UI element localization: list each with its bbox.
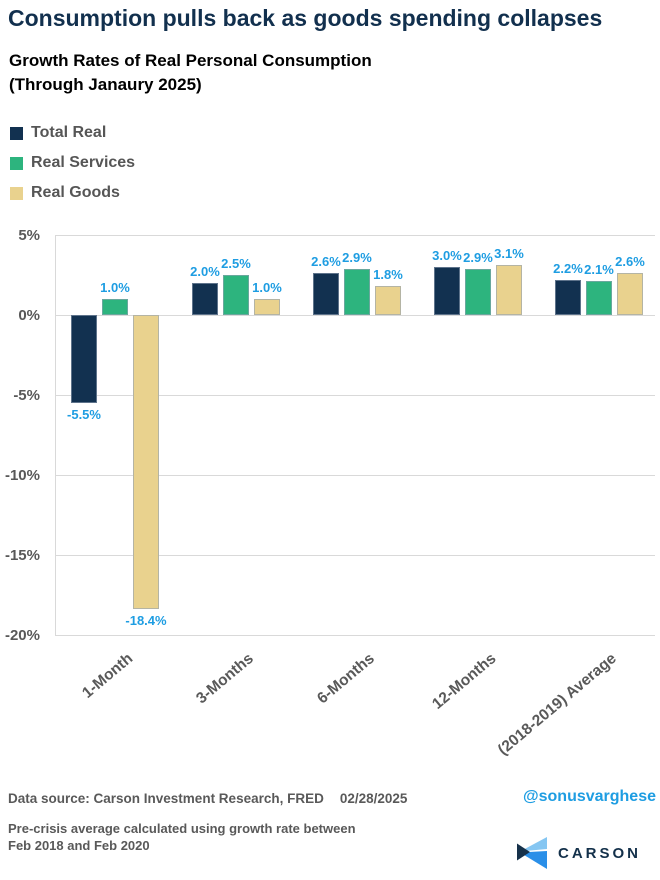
bar-total-real bbox=[555, 279, 581, 315]
bar-value-label: 2.2% bbox=[553, 260, 583, 276]
bar-real-goods bbox=[133, 315, 159, 610]
y-tick-label: -20% bbox=[4, 627, 40, 644]
bar-real-goods bbox=[375, 286, 401, 315]
bar-real-services bbox=[102, 299, 128, 315]
bar-value-label: 2.5% bbox=[221, 256, 251, 271]
carson-logo-icon bbox=[517, 837, 547, 869]
y-tick-label: -15% bbox=[4, 547, 40, 564]
bar-value-label: 2.0% bbox=[190, 264, 220, 279]
bar-total-real bbox=[313, 273, 339, 315]
x-axis-label: 1-Month bbox=[78, 650, 136, 702]
gridline bbox=[55, 555, 655, 556]
bar-value-label: 2.9% bbox=[463, 249, 493, 265]
bar-value-label: 1.8% bbox=[373, 267, 403, 283]
bar-value-label: 1.0% bbox=[100, 280, 130, 295]
gridline bbox=[55, 235, 655, 236]
y-tick-label: -5% bbox=[13, 387, 40, 404]
x-axis-label: 3-Months bbox=[193, 650, 257, 708]
bar-value-label: -5.5% bbox=[67, 407, 101, 422]
chart-title: Consumption pulls back as goods spending… bbox=[8, 5, 603, 31]
footnote-line-2: Feb 2018 and Feb 2020 bbox=[8, 838, 150, 853]
gridline bbox=[55, 395, 655, 396]
bar-value-label: 2.1% bbox=[584, 262, 614, 278]
legend-swatch-real-services bbox=[10, 156, 23, 170]
subtitle-line-2: (Through Janaury 2025) bbox=[9, 75, 202, 94]
bar-value-label: 2.9% bbox=[342, 249, 372, 265]
bar-total-real bbox=[71, 315, 97, 403]
bar-real-services bbox=[465, 268, 491, 315]
data-source-text: Data source: Carson Investment Research,… bbox=[8, 791, 324, 806]
gridline bbox=[55, 635, 655, 636]
y-axis-line bbox=[55, 235, 56, 635]
bar-real-goods bbox=[254, 299, 280, 315]
gridline bbox=[55, 315, 655, 316]
bar-value-label: 1.0% bbox=[252, 280, 282, 295]
legend-label-real-services: Real Services bbox=[31, 154, 136, 171]
x-axis-label: 12-Months bbox=[428, 650, 499, 713]
legend-swatch-real-goods bbox=[10, 186, 23, 200]
data-source-line: Data source: Carson Investment Research,… bbox=[8, 791, 407, 806]
footnote: Pre-crisis average calculated using grow… bbox=[8, 820, 356, 854]
y-tick-label: -10% bbox=[4, 467, 40, 484]
x-axis-label: (2018-2019) Average bbox=[495, 650, 620, 759]
y-tick-label: 0% bbox=[18, 307, 40, 324]
data-source-date: 02/28/2025 bbox=[339, 791, 408, 806]
legend-item-real-services: Real Services bbox=[10, 148, 135, 178]
bar-value-label: 3.1% bbox=[494, 246, 524, 262]
legend-item-total-real: Total Real bbox=[10, 118, 135, 148]
chart-subtitle: Growth Rates of Real Personal Consumptio… bbox=[9, 49, 372, 97]
y-tick-label: 5% bbox=[18, 227, 40, 244]
bar-real-services bbox=[586, 281, 612, 315]
bar-total-real bbox=[434, 267, 460, 315]
bar-value-label: 2.6% bbox=[311, 254, 341, 270]
legend-label-total-real: Total Real bbox=[31, 124, 107, 141]
legend: Total Real Real Services Real Goods bbox=[10, 118, 135, 208]
legend-label-real-goods: Real Goods bbox=[31, 184, 120, 201]
bar-total-real bbox=[192, 283, 218, 315]
social-handle: @sonusvarghese bbox=[523, 788, 656, 805]
bar-real-goods bbox=[617, 273, 643, 315]
legend-item-real-goods: Real Goods bbox=[10, 178, 135, 208]
bar-value-label: -18.4% bbox=[125, 613, 167, 629]
bar-real-services bbox=[223, 275, 249, 315]
bar-real-goods bbox=[496, 265, 522, 315]
carson-logo: CARSON bbox=[515, 836, 641, 870]
carson-logo-text: CARSON bbox=[558, 844, 642, 862]
bar-value-label: 3.0% bbox=[432, 248, 462, 263]
gridline bbox=[55, 475, 655, 476]
subtitle-line-1: Growth Rates of Real Personal Consumptio… bbox=[9, 51, 372, 70]
bar-real-services bbox=[344, 268, 370, 315]
x-axis-label: 6-Months bbox=[314, 650, 378, 708]
bar-value-label: 2.6% bbox=[615, 254, 645, 270]
legend-swatch-total-real bbox=[10, 126, 23, 140]
footnote-line-1: Pre-crisis average calculated using grow… bbox=[8, 821, 356, 836]
